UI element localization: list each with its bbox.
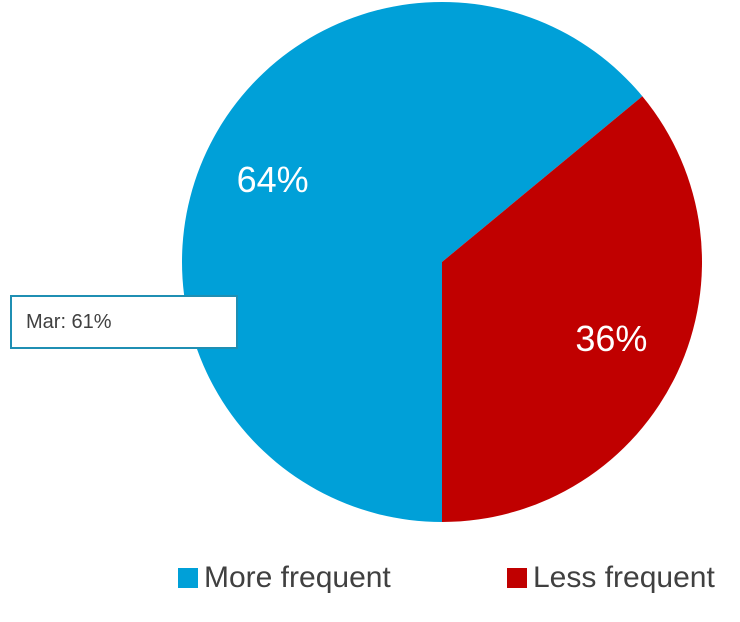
legend: More frequent Less frequent <box>0 558 740 598</box>
legend-swatch-less-frequent <box>507 568 527 588</box>
annotation-callout: Mar: 61% <box>10 295 238 349</box>
legend-item-more-frequent: More frequent <box>178 558 391 598</box>
pie-slice-less-frequent <box>442 96 702 522</box>
legend-label-less-frequent: Less frequent <box>533 561 715 594</box>
pie-slice-more-frequent <box>181 1 643 522</box>
data-label-less-frequent: 36% <box>575 318 647 359</box>
annotation-text: Mar: 61% <box>26 310 112 333</box>
legend-label-more-frequent: More frequent <box>204 561 391 594</box>
legend-item-less-frequent: Less frequent <box>507 558 715 598</box>
data-label-more-frequent: 64% <box>237 159 309 200</box>
legend-swatch-more-frequent <box>178 568 198 588</box>
